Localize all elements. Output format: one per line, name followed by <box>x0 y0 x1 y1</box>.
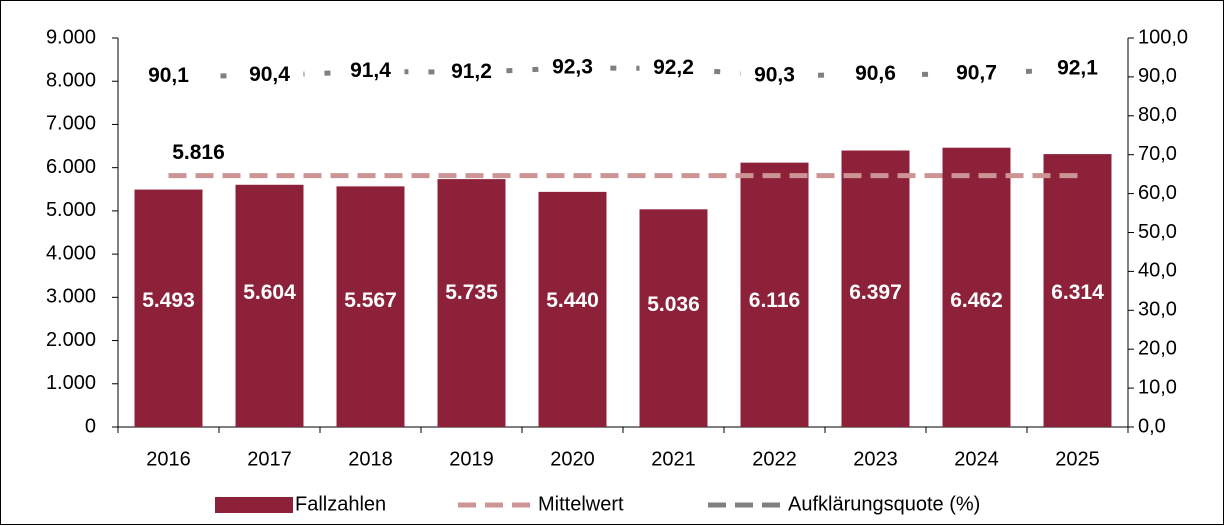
label-bg <box>942 61 1011 88</box>
bar <box>134 189 203 427</box>
label-bg <box>336 58 405 85</box>
bar <box>841 150 910 427</box>
label-bg <box>134 63 203 90</box>
bar-label: 5.440 <box>546 289 599 312</box>
y-tick-label: 8.000 <box>46 70 96 92</box>
legend-label: Fallzahlen <box>295 493 386 515</box>
line-label: 92,1 <box>1057 56 1098 79</box>
bar-label: 6.116 <box>749 289 800 312</box>
y-tick-label: 2.000 <box>46 329 96 351</box>
y2-tick-label: 100,0 <box>1138 26 1188 48</box>
y-tick-label: 1.000 <box>46 372 96 394</box>
y2-tick-label: 20,0 <box>1138 337 1177 359</box>
x-tick-label: 2025 <box>1055 448 1100 470</box>
legend-swatch <box>215 497 293 513</box>
line-label: 92,3 <box>552 55 593 78</box>
y-tick-label: 4.000 <box>46 242 96 264</box>
y2-tick-label: 50,0 <box>1138 221 1177 243</box>
y-tick-label: 3.000 <box>46 286 96 308</box>
y-tick-label: 6.000 <box>46 156 96 178</box>
line-label: 91,4 <box>350 59 391 82</box>
y2-tick-label: 70,0 <box>1138 143 1177 165</box>
bar <box>538 191 607 427</box>
y2-tick-label: 10,0 <box>1138 376 1177 398</box>
y2-tick-label: 60,0 <box>1138 182 1177 204</box>
x-tick-label: 2022 <box>752 448 797 470</box>
y2-tick-label: 0,0 <box>1138 415 1166 437</box>
line <box>168 65 1078 80</box>
line-label: 90,1 <box>148 64 189 87</box>
line-label: 92,2 <box>653 56 694 79</box>
legend-label: Aufklärungsquote (%) <box>788 493 980 515</box>
legend-label: Mittelwert <box>538 493 624 515</box>
bar <box>235 184 304 427</box>
bar-label: 5.735 <box>445 281 498 304</box>
y-tick-label: 9.000 <box>46 26 96 48</box>
bar <box>336 186 405 427</box>
bar <box>1043 154 1112 427</box>
y2-tick-label: 40,0 <box>1138 260 1177 282</box>
y-tick-label: 0 <box>85 415 96 437</box>
x-tick-label: 2017 <box>247 448 292 470</box>
label-bg <box>437 59 506 86</box>
bar <box>437 179 506 427</box>
y2-tick-label: 80,0 <box>1138 104 1177 126</box>
y2-tick-label: 90,0 <box>1138 65 1177 87</box>
bar <box>740 162 809 427</box>
bar-label: 5.493 <box>142 289 195 312</box>
x-tick-label: 2023 <box>853 448 898 470</box>
line-label: 90,6 <box>855 62 896 85</box>
label-bg <box>841 61 910 88</box>
bar-label: 6.397 <box>849 281 902 304</box>
line-label: 90,7 <box>956 62 997 85</box>
y-tick-label: 7.000 <box>46 113 96 135</box>
x-tick-label: 2016 <box>146 448 191 470</box>
y2-tick-label: 30,0 <box>1138 299 1177 321</box>
line-label: 90,4 <box>249 63 290 86</box>
label-bg <box>639 55 708 82</box>
line-label: 91,2 <box>451 60 492 83</box>
label-bg <box>740 62 809 89</box>
x-tick-label: 2020 <box>550 448 595 470</box>
x-tick-label: 2021 <box>651 448 696 470</box>
bar-label: 6.462 <box>950 289 1003 312</box>
line-label: 90,3 <box>754 63 795 86</box>
line-label: 5.816 <box>172 141 225 164</box>
bar <box>639 209 708 427</box>
x-tick-label: 2018 <box>348 448 393 470</box>
label-bg <box>1043 55 1112 82</box>
y-tick-label: 5.000 <box>46 199 96 221</box>
x-tick-label: 2019 <box>449 448 494 470</box>
label-bg <box>235 62 304 89</box>
bar-label: 5.036 <box>647 293 700 316</box>
bar <box>942 147 1011 427</box>
label-bg <box>538 54 607 81</box>
bar-label: 5.604 <box>243 281 296 304</box>
bar-label: 5.567 <box>344 289 397 312</box>
bar-label: 6.314 <box>1051 281 1104 304</box>
x-tick-label: 2024 <box>954 448 999 470</box>
